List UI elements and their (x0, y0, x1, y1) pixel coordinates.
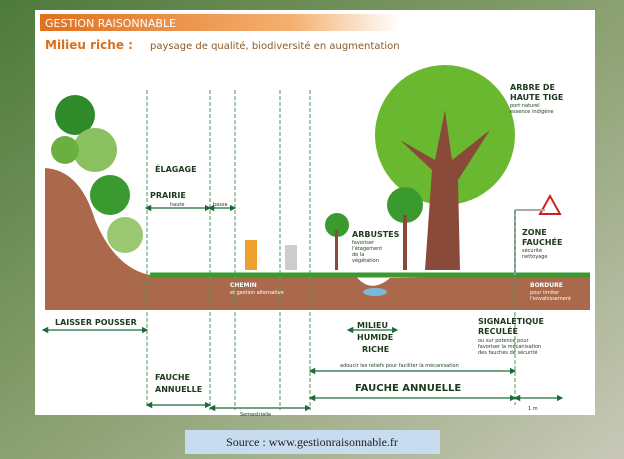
label: essence indigène (510, 108, 554, 115)
label: ZONE (522, 228, 547, 237)
bin (285, 245, 297, 270)
label: ARBUSTES (352, 230, 400, 239)
label: FAUCHÉE (522, 236, 562, 247)
pond (363, 288, 387, 296)
label: ANNUELLE (155, 385, 202, 394)
label: des fauches de sécurité (478, 349, 538, 356)
label: HUMIDE (357, 333, 393, 342)
subtitle-bold: Milieu riche : (45, 38, 133, 52)
label: 1 m (528, 406, 538, 412)
slide: GESTION RAISONNABLE Milieu riche : paysa… (0, 0, 624, 459)
banner-text: GESTION RAISONNABLE (45, 17, 176, 30)
label: BORDURE (530, 282, 563, 289)
label: ÉLAGAGE (155, 163, 197, 174)
label: SIGNALÉTIQUE (478, 315, 544, 326)
source: Source : www.gestionraisonnable.fr (226, 435, 398, 449)
label: basse (213, 202, 228, 208)
label: haute (170, 202, 184, 208)
label: adoucir les reliefs pour faciliter la mé… (340, 362, 459, 369)
label: HAUTE TIGE (510, 93, 563, 102)
label: végétation (352, 257, 379, 264)
subtitle: paysage de qualité, biodiversité en augm… (150, 40, 400, 52)
label: RICHE (362, 345, 389, 354)
label: ARBRE DE (510, 83, 555, 92)
label: LAISSER POUSSER (55, 318, 137, 327)
label: l'envahissement (530, 296, 571, 302)
label: Semestrielle (240, 412, 271, 418)
person (245, 240, 257, 270)
label: nettoyage (522, 254, 548, 260)
label: FAUCHE (155, 373, 190, 382)
label: RECULÉE (478, 325, 518, 336)
label: FAUCHE ANNUELLE (355, 383, 461, 394)
label: l'étagement (352, 245, 382, 252)
label: PRAIRIE (150, 191, 186, 200)
label: et gestion alternative (230, 290, 284, 296)
label: sécurité (522, 247, 542, 254)
label: CHEMIN (230, 282, 257, 289)
label: favoriser la mécanisation (478, 343, 541, 350)
label: MILIEU (357, 321, 388, 330)
